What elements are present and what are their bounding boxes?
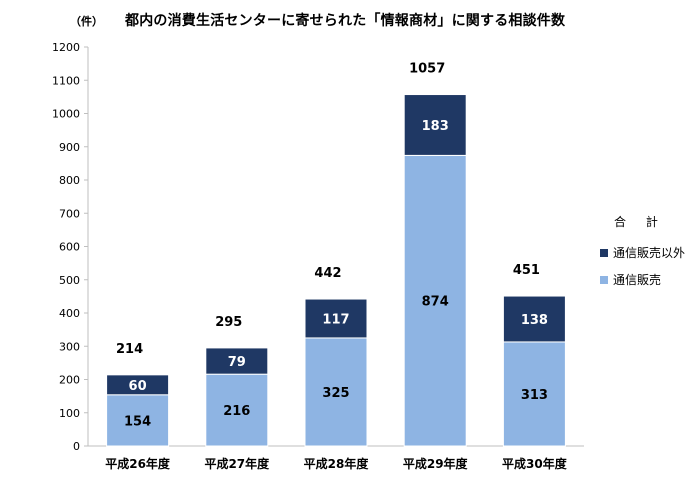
x-tick-label: 平成28年度 — [304, 456, 370, 471]
data-label-other: 79 — [228, 355, 246, 370]
chart-title: 都内の消費生活センターに寄せられた「情報商材」に関する相談件数 — [125, 13, 566, 29]
data-label-other: 183 — [422, 119, 449, 134]
bar-segment-other — [304, 298, 368, 339]
y-tick-label: 400 — [59, 307, 80, 320]
x-tick-label: 平成26年度 — [105, 456, 171, 471]
y-tick-label: 300 — [59, 340, 80, 353]
legend-label-other: 通信販売以外 — [613, 246, 686, 260]
data-label-online: 874 — [422, 295, 449, 310]
total-label: 1057 — [409, 62, 445, 77]
bar-segment-online — [403, 154, 467, 447]
data-label-other: 60 — [129, 379, 147, 394]
total-label: 295 — [215, 315, 242, 330]
data-label-online: 216 — [223, 404, 250, 419]
bar-segment-online — [106, 394, 170, 447]
y-tick-label: 1200 — [52, 41, 80, 54]
y-tick-label: 100 — [59, 407, 80, 420]
data-label-other: 117 — [322, 312, 349, 327]
bar-segment-other — [205, 347, 269, 375]
x-tick-label: 平成29年度 — [403, 456, 469, 471]
legend-item-other: 通信販売以外 — [600, 244, 685, 261]
legend: 合 計 通信販売以外 通信販売 — [600, 213, 685, 298]
total-label: 451 — [513, 263, 540, 278]
x-tick-label: 平成30年度 — [502, 456, 568, 471]
y-tick-label: 1100 — [52, 74, 80, 87]
total-label: 214 — [116, 342, 143, 357]
data-label-online: 313 — [521, 388, 548, 403]
data-label-other: 138 — [521, 313, 548, 328]
y-tick-label: 800 — [59, 174, 80, 187]
legend-swatch-other — [600, 248, 608, 257]
legend-totals-label: 合 計 — [614, 215, 666, 229]
data-label-online: 325 — [322, 386, 349, 401]
y-tick-label: 500 — [59, 274, 80, 287]
bar-segment-online — [502, 341, 566, 447]
y-axis-unit: （件） — [70, 15, 103, 28]
x-tick-label: 平成27年度 — [204, 456, 270, 471]
bar-segment-other — [502, 295, 566, 343]
legend-swatch-online — [600, 275, 608, 284]
y-tick-label: 1000 — [52, 108, 80, 121]
y-tick-label: 200 — [59, 374, 80, 387]
legend-item-online: 通信販売 — [600, 271, 685, 288]
y-tick-label: 0 — [73, 440, 80, 453]
legend-label-online: 通信販売 — [613, 273, 662, 287]
bar-segment-other — [403, 94, 467, 156]
y-tick-label: 600 — [59, 241, 80, 254]
total-label: 442 — [314, 266, 341, 281]
bar-segment-online — [304, 337, 368, 447]
y-tick-label: 900 — [59, 141, 80, 154]
y-tick-label: 700 — [59, 207, 80, 220]
data-label-online: 154 — [124, 414, 151, 429]
bar-segment-other — [106, 374, 170, 396]
